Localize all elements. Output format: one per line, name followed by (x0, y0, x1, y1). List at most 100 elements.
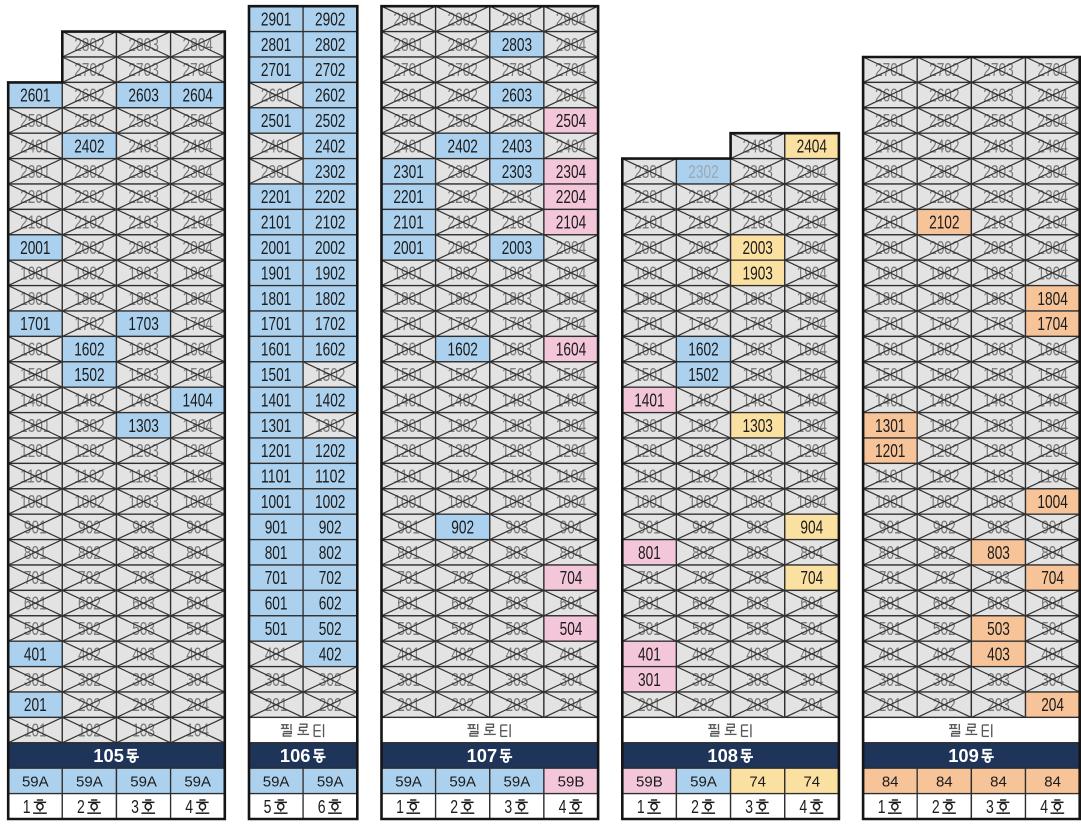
svg-text:2003: 2003 (743, 238, 773, 258)
svg-text:1901: 1901 (261, 263, 291, 283)
svg-text:59A: 59A (690, 773, 717, 790)
svg-text:204: 204 (1041, 695, 1064, 715)
svg-text:59A: 59A (130, 773, 157, 790)
svg-text:1002: 1002 (315, 492, 345, 512)
svg-text:2501: 2501 (261, 111, 291, 131)
svg-text:601: 601 (265, 594, 288, 614)
svg-text:2102: 2102 (315, 213, 345, 233)
svg-text:401: 401 (638, 644, 661, 664)
svg-text:2602: 2602 (315, 86, 345, 106)
svg-text:2101: 2101 (393, 213, 423, 233)
svg-text:59A: 59A (317, 773, 344, 790)
svg-text:2: 2 (77, 796, 85, 817)
svg-text:1802: 1802 (315, 289, 345, 309)
svg-text:1601: 1601 (261, 340, 291, 360)
svg-text:1801: 1801 (261, 289, 291, 309)
svg-text:1502: 1502 (688, 365, 718, 385)
svg-text:1: 1 (23, 796, 31, 817)
svg-text:801: 801 (638, 543, 661, 563)
svg-text:5: 5 (264, 796, 272, 817)
svg-text:107: 107 (467, 745, 498, 766)
svg-text:1303: 1303 (128, 416, 158, 436)
svg-text:201: 201 (24, 695, 47, 715)
svg-text:2202: 2202 (315, 187, 345, 207)
svg-text:59B: 59B (558, 773, 585, 790)
svg-text:2801: 2801 (261, 35, 291, 55)
svg-text:1704: 1704 (1037, 314, 1067, 334)
svg-text:2301: 2301 (393, 162, 423, 182)
svg-text:2702: 2702 (315, 60, 345, 80)
svg-text:74: 74 (803, 773, 820, 790)
svg-text:2701: 2701 (261, 60, 291, 80)
svg-text:1301: 1301 (875, 416, 905, 436)
svg-text:802: 802 (319, 543, 342, 563)
svg-text:2603: 2603 (502, 86, 532, 106)
svg-text:1402: 1402 (315, 390, 345, 410)
svg-text:2302: 2302 (315, 162, 345, 182)
svg-text:2603: 2603 (128, 86, 158, 106)
svg-text:59A: 59A (449, 773, 476, 790)
svg-text:108: 108 (707, 745, 738, 766)
svg-text:701: 701 (265, 568, 288, 588)
svg-text:1: 1 (637, 796, 645, 817)
svg-text:2402: 2402 (74, 136, 104, 156)
svg-text:2001: 2001 (393, 238, 423, 258)
svg-text:902: 902 (319, 517, 342, 537)
svg-text:1701: 1701 (20, 314, 50, 334)
svg-text:1201: 1201 (875, 441, 905, 461)
svg-text:4: 4 (799, 796, 807, 817)
svg-text:1602: 1602 (448, 340, 478, 360)
svg-text:2302: 2302 (688, 162, 718, 182)
svg-text:4: 4 (185, 796, 193, 817)
svg-text:2101: 2101 (261, 213, 291, 233)
svg-text:2001: 2001 (20, 238, 50, 258)
svg-text:84: 84 (936, 773, 953, 790)
svg-text:2504: 2504 (556, 111, 586, 131)
svg-text:3: 3 (745, 796, 753, 817)
svg-text:501: 501 (265, 619, 288, 639)
svg-text:502: 502 (319, 619, 342, 639)
svg-text:2: 2 (932, 796, 940, 817)
svg-text:74: 74 (749, 773, 766, 790)
svg-text:59A: 59A (504, 773, 531, 790)
svg-text:2402: 2402 (315, 136, 345, 156)
svg-text:59A: 59A (184, 773, 211, 790)
svg-text:2404: 2404 (797, 136, 827, 156)
svg-text:704: 704 (800, 568, 823, 588)
svg-text:2102: 2102 (929, 213, 959, 233)
svg-text:3: 3 (986, 796, 994, 817)
svg-text:1401: 1401 (261, 390, 291, 410)
svg-text:1702: 1702 (315, 314, 345, 334)
svg-text:1804: 1804 (1037, 289, 1067, 309)
svg-text:1604: 1604 (556, 340, 586, 360)
svg-text:803: 803 (987, 543, 1010, 563)
svg-text:2304: 2304 (556, 162, 586, 182)
svg-text:2002: 2002 (315, 238, 345, 258)
svg-text:504: 504 (560, 619, 583, 639)
svg-text:2901: 2901 (261, 9, 291, 29)
svg-text:901: 901 (265, 517, 288, 537)
svg-text:2604: 2604 (183, 86, 213, 106)
svg-text:1202: 1202 (315, 441, 345, 461)
svg-text:59A: 59A (22, 773, 49, 790)
svg-text:1902: 1902 (315, 263, 345, 283)
svg-text:59A: 59A (76, 773, 103, 790)
svg-text:3: 3 (131, 796, 139, 817)
svg-text:2601: 2601 (20, 86, 50, 106)
svg-text:106: 106 (280, 745, 311, 766)
svg-text:6: 6 (318, 796, 326, 817)
svg-text:1602: 1602 (315, 340, 345, 360)
svg-text:59A: 59A (395, 773, 422, 790)
svg-text:2003: 2003 (502, 238, 532, 258)
svg-text:2502: 2502 (315, 111, 345, 131)
svg-text:105: 105 (93, 745, 124, 766)
svg-text:1: 1 (396, 796, 404, 817)
svg-text:1903: 1903 (743, 263, 773, 283)
svg-text:1404: 1404 (183, 390, 213, 410)
svg-text:2204: 2204 (556, 187, 586, 207)
svg-text:2: 2 (691, 796, 699, 817)
svg-text:904: 904 (800, 517, 823, 537)
svg-text:2403: 2403 (502, 136, 532, 156)
svg-text:1701: 1701 (261, 314, 291, 334)
svg-text:702: 702 (319, 568, 342, 588)
